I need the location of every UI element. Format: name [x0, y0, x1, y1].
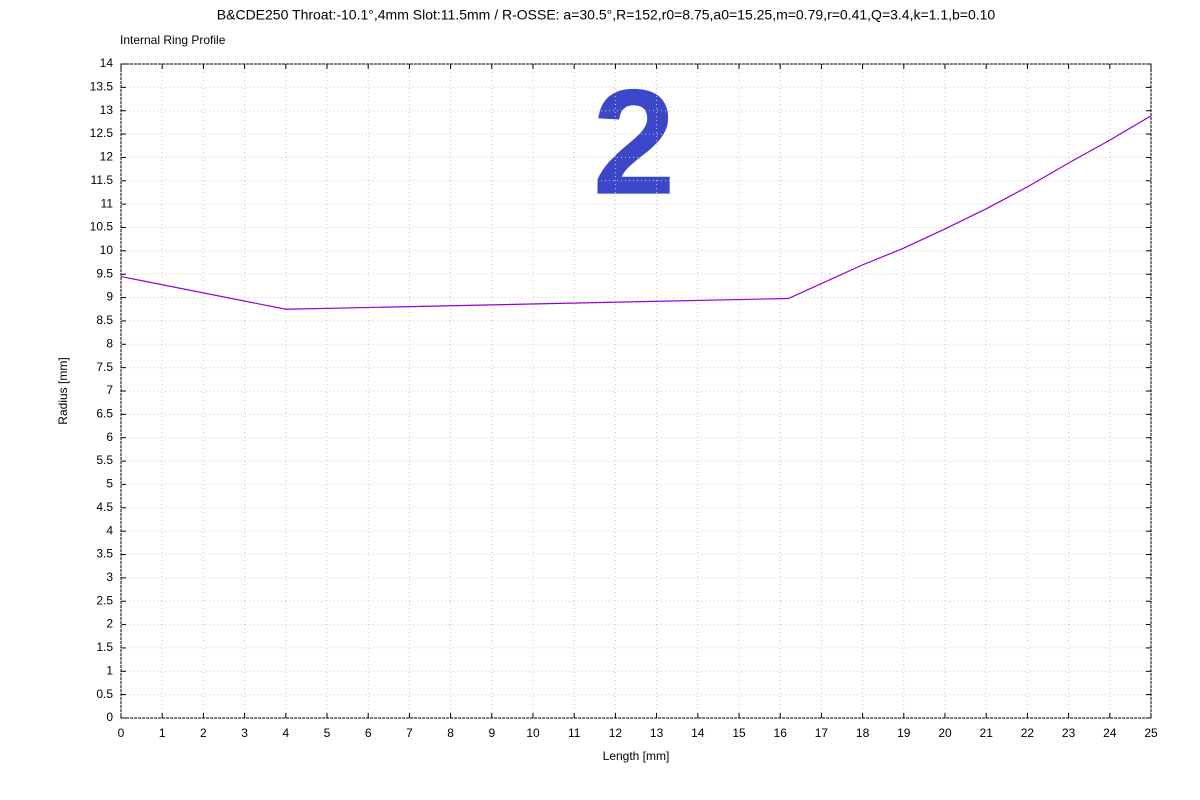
x-tick-label: 20 [938, 726, 952, 740]
y-tick-label: 1 [106, 663, 113, 677]
x-tick-label: 16 [774, 726, 788, 740]
x-tick-label: 3 [241, 726, 248, 740]
x-tick-label: 23 [1062, 726, 1076, 740]
x-tick-label: 1 [159, 726, 166, 740]
x-tick-label: 17 [815, 726, 829, 740]
x-tick-label: 13 [650, 726, 664, 740]
x-tick-label: 25 [1144, 726, 1158, 740]
y-tick-label: 6 [106, 430, 113, 444]
y-tick-label: 0.5 [96, 687, 113, 701]
y-tick-label: 7.5 [96, 360, 113, 374]
y-tick-label: 9 [106, 290, 113, 304]
x-tick-label: 7 [406, 726, 413, 740]
y-tick-label: 9.5 [96, 266, 113, 280]
y-tick-label: 12 [100, 150, 114, 164]
y-tick-label: 7 [106, 383, 113, 397]
y-tick-label: 0 [106, 710, 113, 724]
y-tick-label: 4 [106, 523, 113, 537]
chart-subtitle: Internal Ring Profile [120, 33, 226, 47]
x-tick-label: 18 [856, 726, 870, 740]
x-tick-label: 9 [488, 726, 495, 740]
y-tick-label: 13.5 [90, 80, 114, 94]
x-tick-label: 8 [447, 726, 454, 740]
y-tick-label: 10.5 [90, 220, 114, 234]
annotation: 2 [592, 58, 675, 226]
y-tick-label: 13 [100, 103, 114, 117]
x-tick-label: 2 [200, 726, 207, 740]
y-tick-label: 14 [100, 56, 114, 70]
x-tick-label: 6 [365, 726, 372, 740]
x-tick-label: 14 [691, 726, 705, 740]
x-tick-label: 10 [526, 726, 540, 740]
y-tick-label: 1.5 [96, 640, 113, 654]
x-tick-label: 12 [609, 726, 623, 740]
y-axis-label: Radius [mm] [56, 357, 70, 424]
y-tick-label: 11.5 [91, 173, 114, 187]
y-tick-label: 8.5 [96, 313, 113, 327]
y-tick-label: 2.5 [96, 593, 113, 607]
y-tick-label: 4.5 [96, 500, 113, 514]
x-tick-label: 5 [324, 726, 331, 740]
x-tick-label: 0 [118, 726, 125, 740]
x-tick-label: 4 [282, 726, 289, 740]
y-tick-label: 5 [106, 477, 113, 491]
x-tick-label: 19 [897, 726, 911, 740]
y-tick-label: 6.5 [96, 407, 113, 421]
x-tick-label: 24 [1103, 726, 1117, 740]
x-tick-label: 21 [980, 726, 994, 740]
y-tick-label: 10 [100, 243, 114, 257]
y-tick-label: 2 [106, 617, 113, 631]
y-tick-label: 3 [106, 570, 113, 584]
x-axis-label: Length [mm] [603, 749, 670, 763]
chart-title: B&CDE250 Throat:-10.1°,4mm Slot:11.5mm /… [217, 7, 996, 23]
line-series [120, 115, 1152, 310]
x-tick-label: 11 [568, 726, 581, 740]
y-tick-label: 3.5 [96, 547, 113, 561]
y-tick-label: 5.5 [96, 453, 113, 467]
y-tick-label: 8 [106, 336, 113, 350]
x-tick-label: 22 [1021, 726, 1035, 740]
y-tick-label: 11 [101, 196, 114, 210]
y-tick-label: 12.5 [90, 126, 114, 140]
x-tick-label: 15 [732, 726, 746, 740]
